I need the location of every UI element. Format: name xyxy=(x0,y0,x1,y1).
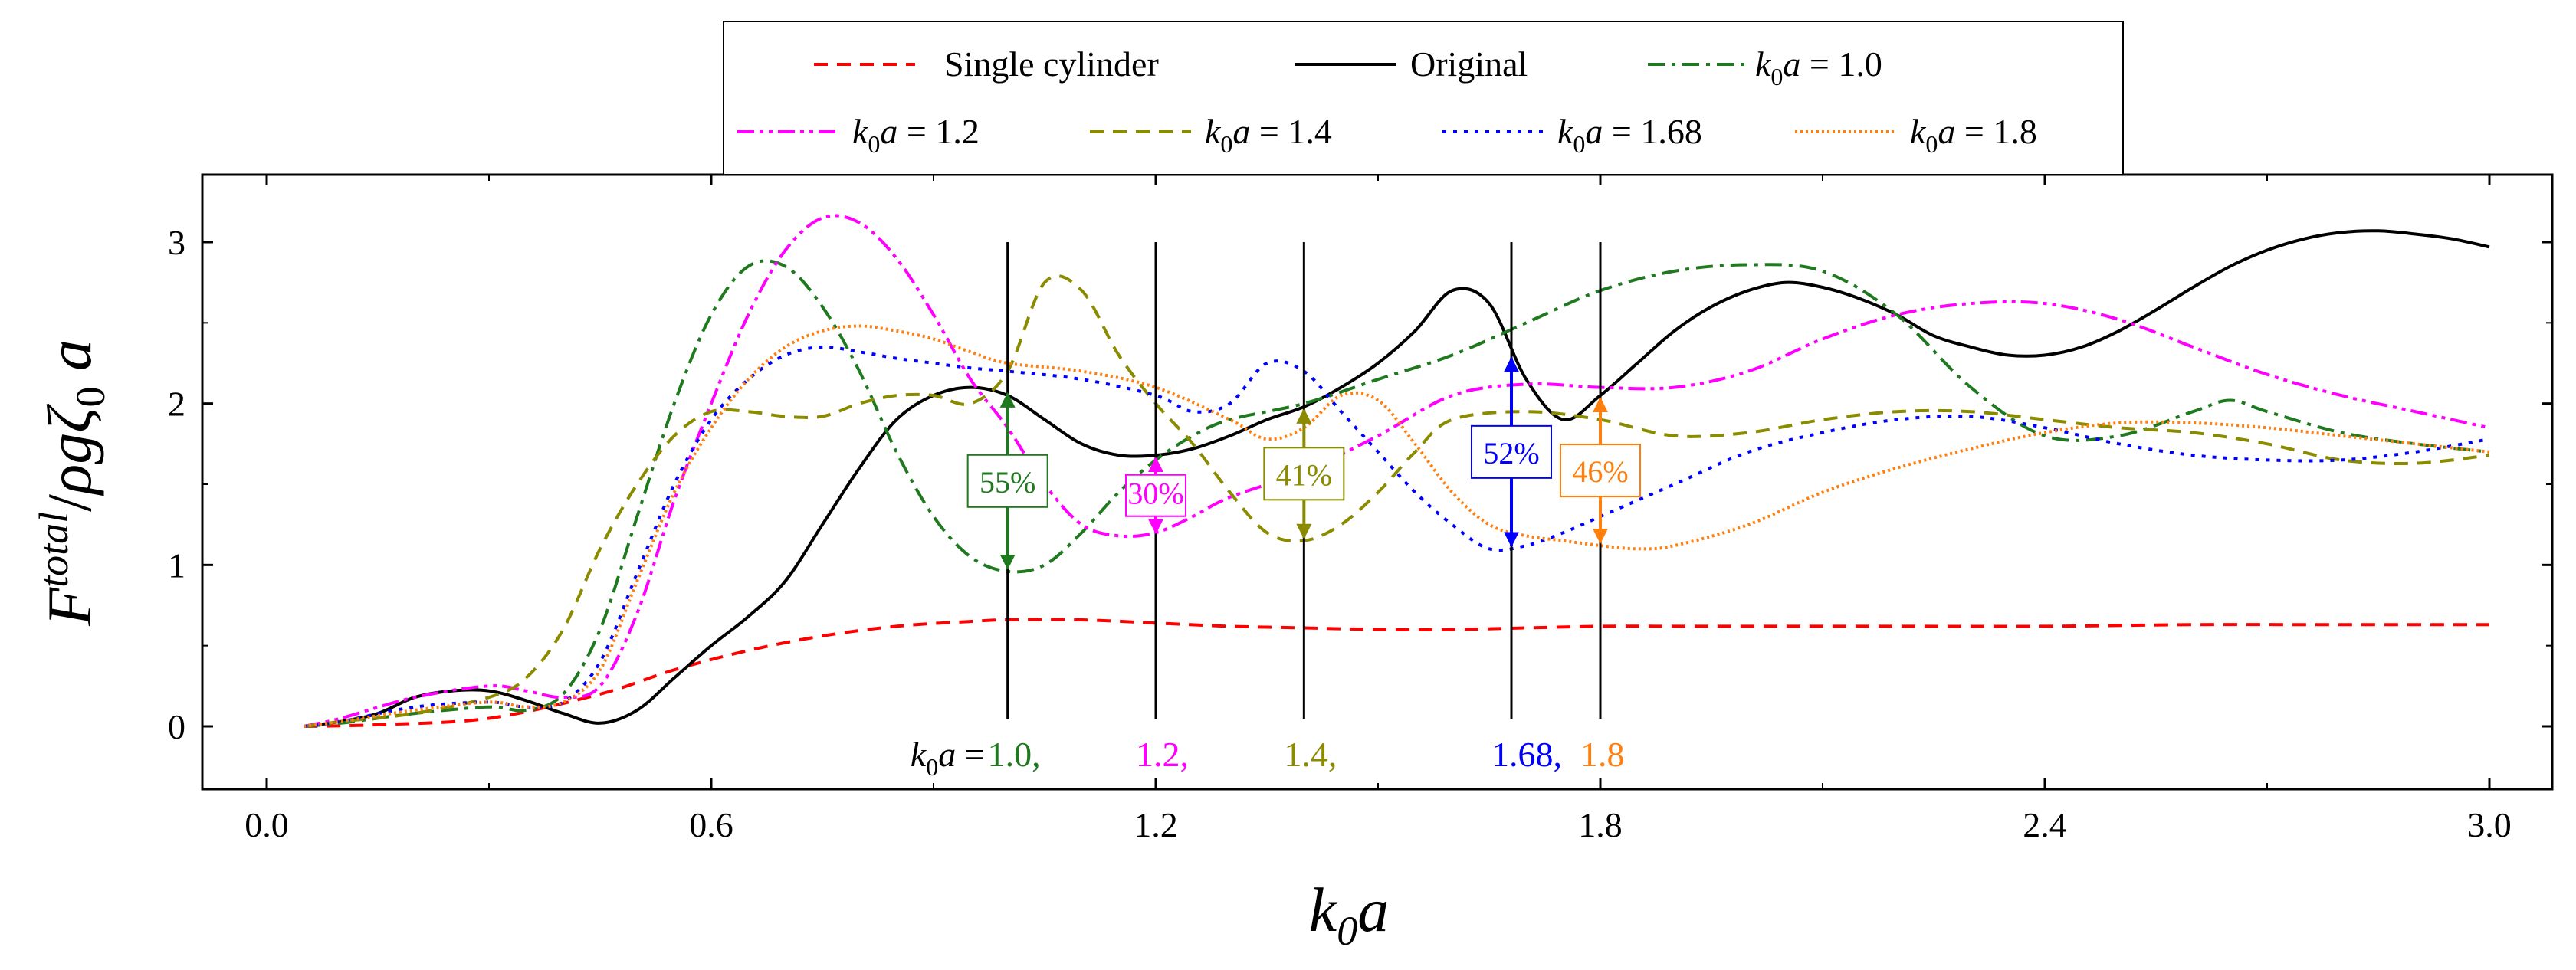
x-tick-label: 2.4 xyxy=(2023,805,2067,844)
series-line-k0a-1-2 xyxy=(303,214,2490,728)
annotation-label: 1.4, xyxy=(1284,735,1337,774)
y-tick-label: 3 xyxy=(168,223,185,262)
series-line-original xyxy=(304,229,2490,728)
series-line-k0a-1-4 xyxy=(304,274,2490,728)
annotation-prefix: k0a = xyxy=(911,735,985,781)
reduction-box xyxy=(1263,447,1345,501)
reduction-label: 46% xyxy=(1572,454,1628,489)
x-tick-label: 1.8 xyxy=(1578,805,1623,844)
x-tick-label: 0.0 xyxy=(244,805,289,844)
legend-label: k0a = 1.0 xyxy=(1755,44,1882,90)
legend: Single cylinder Original k0a = 1.0 k0a = 1.… xyxy=(723,21,2124,175)
annotation-label: 1.8 xyxy=(1580,735,1625,774)
x-tick-label: 1.2 xyxy=(1134,805,1178,844)
legend-label: k0a = 1.8 xyxy=(1910,112,2037,158)
series-line-k0a-1-68 xyxy=(304,345,2490,728)
x-axis-title: k0a xyxy=(1309,875,1389,954)
axes: 0.0 0.6 1.2 1.8 2.4 3.0 0 1 2 3 xyxy=(168,175,2552,844)
legend-label: k0a = 1.4 xyxy=(1205,112,1332,158)
reduction-label: 52% xyxy=(1483,436,1539,470)
x-tick-label: 0.6 xyxy=(689,805,733,844)
series-layer xyxy=(303,214,2490,728)
reduction-box xyxy=(1560,444,1641,498)
legend-label: k0a = 1.2 xyxy=(852,112,980,158)
reduction-label: 30% xyxy=(1127,477,1183,511)
annotation-label: 1.0, xyxy=(988,735,1041,774)
y-axis-title: Ftotal/ρgζ0 a xyxy=(31,339,113,627)
reduction-label: 55% xyxy=(980,465,1035,500)
legend-label: Original xyxy=(1410,44,1528,84)
reduction-box xyxy=(966,454,1048,508)
reduction-box xyxy=(1471,424,1552,479)
x-tick-label: 3.0 xyxy=(2467,805,2512,844)
reduction-label: 41% xyxy=(1276,457,1332,492)
annotation-label: 1.68, xyxy=(1491,735,1562,774)
y-tick-label: 0 xyxy=(168,707,185,746)
reduction-box xyxy=(1125,474,1186,517)
y-tick-label: 1 xyxy=(168,546,185,585)
legend-box xyxy=(723,21,2124,175)
annotation-label: 1.2, xyxy=(1136,735,1189,774)
legend-label: k0a = 1.68 xyxy=(1557,112,1702,158)
legend-label: Single cylinder xyxy=(944,44,1159,84)
series-line-k0a-1-8 xyxy=(304,324,2490,728)
annotation-layer: 55% 30% 41% 52% 46% k0a = 1.0, 1.2, 1.4, 1.68, 1.8 xyxy=(911,242,1641,781)
series-line-single-cylinder xyxy=(304,618,2489,728)
y-tick-label: 2 xyxy=(168,385,185,424)
